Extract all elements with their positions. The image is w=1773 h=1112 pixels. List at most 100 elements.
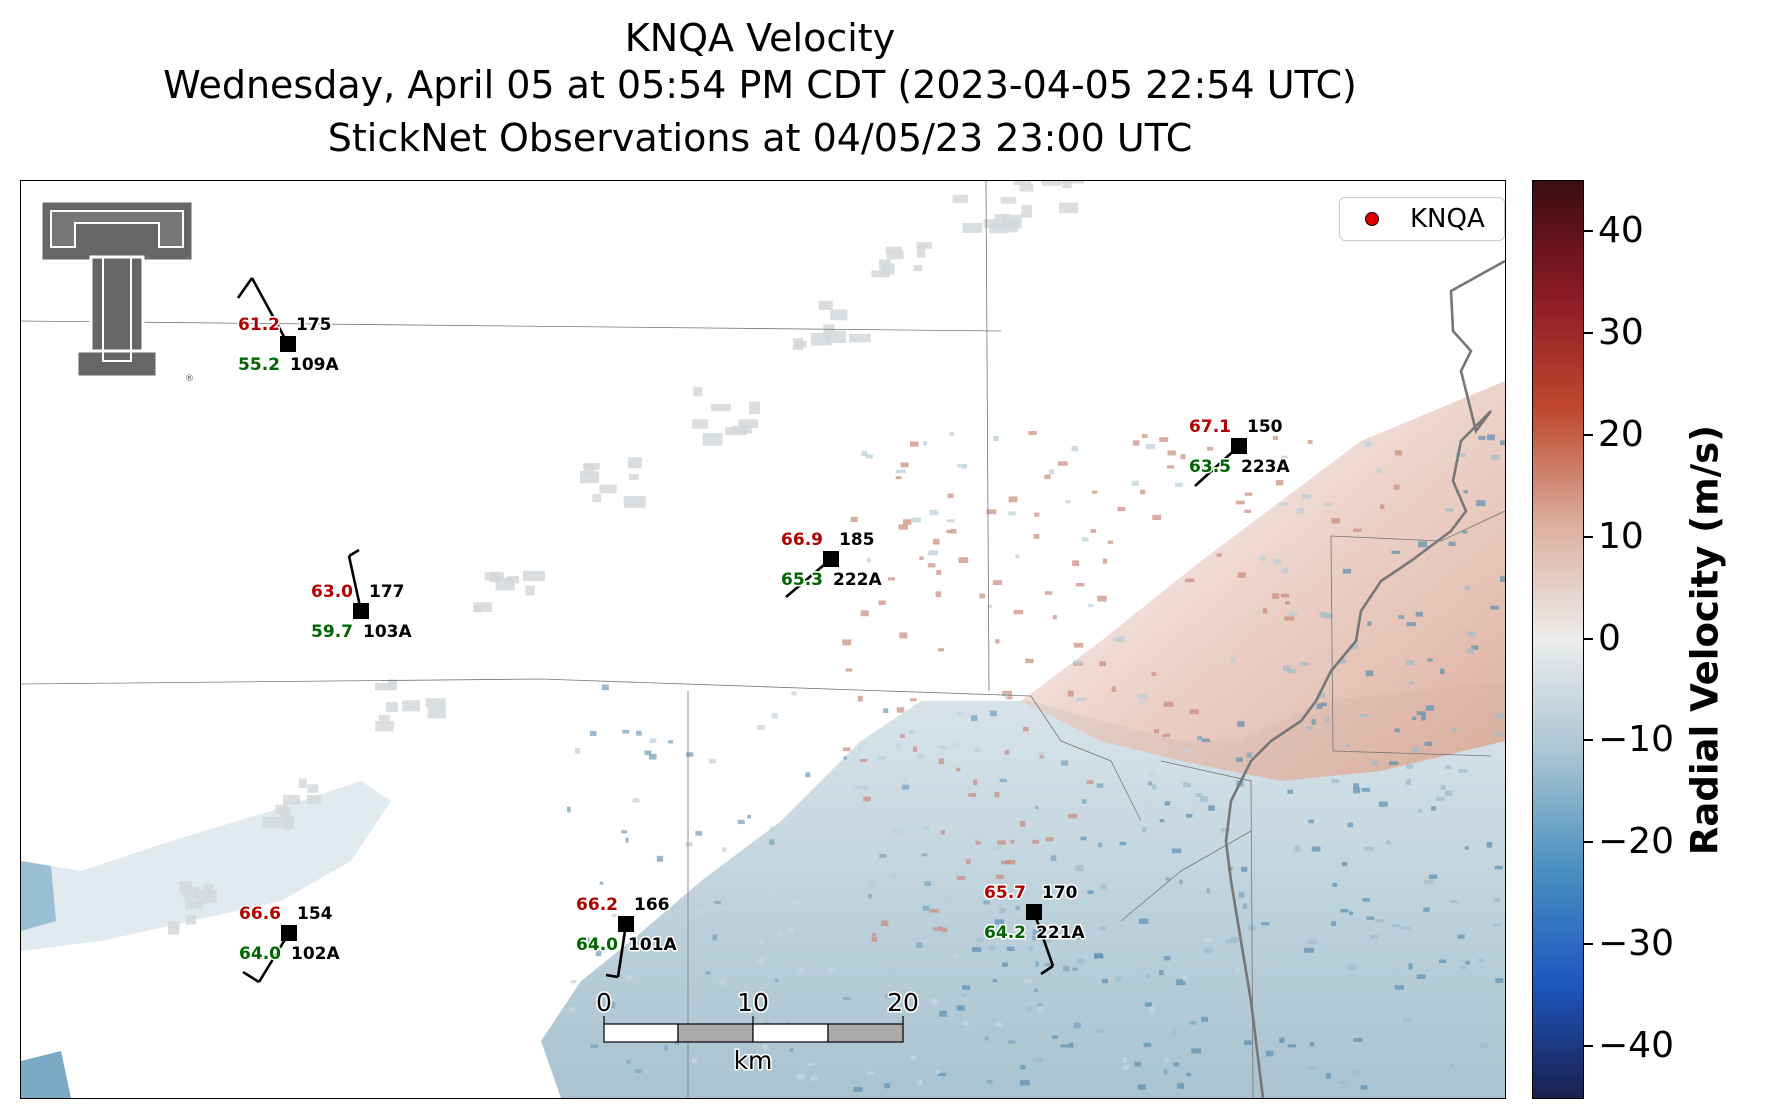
logo-stem-inner: [102, 257, 132, 362]
station-221A[interactable]: 65.7 170 64.2 221A: [983, 882, 1087, 976]
velocity-speckle: [1392, 924, 1400, 928]
velocity-speckle: [1348, 911, 1353, 915]
velocity-speckle: [1347, 822, 1354, 828]
velocity-speckle: [871, 937, 878, 942]
velocity-speckle: [1176, 979, 1186, 986]
velocity-speckle: [1022, 727, 1029, 732]
velocity-speckle: [719, 978, 726, 985]
velocity-speckle: [1366, 916, 1375, 920]
velocity-speckle: [1323, 612, 1332, 619]
velocity-speckle: [1143, 1042, 1152, 1047]
velocity-speckle: [899, 632, 908, 639]
velocity-speckle: [1033, 533, 1040, 539]
velocity-speckle: [1015, 554, 1020, 559]
station-103A[interactable]: 63.0 177 59.7 103A: [310, 548, 414, 644]
velocity-speckle: [984, 1036, 989, 1041]
radar-map[interactable]: ® 61.2 175 55.2 109A 63.0 177 59.7 103A 66.9 185 6…: [20, 180, 1506, 1099]
velocity-speckle: [833, 771, 840, 776]
wind-barb-flag: [1040, 964, 1054, 976]
velocity-speckle: [1424, 879, 1434, 884]
velocity-speckle: [884, 1083, 890, 1089]
station-223A[interactable]: 67.1 150 63.5 223A: [1188, 416, 1292, 487]
station-wind-direction: 175: [296, 315, 332, 335]
station-222A[interactable]: 66.9 185 65.3 222A: [780, 529, 884, 598]
velocity-speckle: [863, 785, 868, 791]
velocity-speckle: [826, 968, 835, 972]
velocity-speckle: [1076, 958, 1085, 964]
clear-air-streak: [952, 194, 969, 204]
velocity-speckle: [1378, 801, 1388, 807]
station-102A[interactable]: 66.6 154 64.0 102A: [238, 903, 342, 984]
velocity-speckle: [909, 1055, 916, 1060]
velocity-speckle: [1134, 1061, 1141, 1067]
velocity-speckle: [1331, 779, 1340, 784]
velocity-speckle: [997, 840, 1006, 845]
clear-air-streak: [195, 890, 217, 904]
velocity-speckle: [1476, 500, 1486, 507]
station-101A[interactable]: 66.2 166 64.0 101A: [575, 894, 679, 979]
velocity-speckle: [1197, 465, 1203, 471]
velocity-speckle: [1167, 465, 1174, 469]
velocity-speckle: [942, 897, 951, 904]
velocity-speckle: [1208, 805, 1215, 811]
velocity-speckle: [1006, 946, 1015, 951]
clear-air-streak: [818, 300, 833, 310]
velocity-speckle: [1235, 500, 1245, 505]
scale-seg-3: [752, 1023, 829, 1043]
velocity-speckle: [1189, 709, 1199, 715]
velocity-speckle: [1076, 697, 1086, 702]
station-109A[interactable]: 61.2 175 55.2 109A: [237, 277, 341, 377]
station-marker-icon: [353, 603, 369, 619]
velocity-speckle: [941, 927, 948, 933]
velocity-speckle: [1365, 670, 1374, 677]
clear-air-streak: [693, 387, 703, 397]
velocity-speckle: [854, 785, 864, 789]
colorbar-tick-label: 20: [1598, 413, 1644, 455]
colorbar-tick-label: −40: [1598, 1025, 1674, 1067]
velocity-speckle: [1033, 1058, 1039, 1063]
clear-air-streak: [710, 404, 732, 412]
velocity-speckle: [757, 957, 766, 964]
velocity-speckle: [611, 913, 617, 918]
velocity-speckle: [1019, 1079, 1030, 1086]
state-boundary: [1224, 259, 1505, 1098]
velocity-speckle: [1284, 616, 1295, 621]
velocity-speckle: [1067, 690, 1074, 697]
clear-air-streak: [523, 570, 545, 582]
colorbar-tick-label: 30: [1598, 311, 1644, 353]
velocity-speckle: [842, 639, 852, 646]
velocity-speckle: [843, 997, 851, 1001]
velocity-speckle: [996, 874, 1004, 879]
velocity-speckle: [1394, 985, 1404, 990]
velocity-speckle: [979, 593, 986, 599]
colorbar-tick-mark: [1583, 739, 1593, 742]
scale-label-10: 10: [737, 988, 769, 1017]
velocity-speckle: [1077, 934, 1085, 941]
clear-air-streak: [583, 463, 595, 475]
velocity-speckle: [1406, 622, 1416, 627]
velocity-speckle: [1304, 947, 1314, 953]
velocity-speckle: [1393, 484, 1400, 490]
colorbar-tick-label: 40: [1598, 209, 1644, 251]
velocity-speckle: [1008, 511, 1016, 516]
clear-air-streak: [1041, 181, 1062, 186]
velocity-speckle: [1238, 892, 1245, 898]
velocity-speckle: [920, 910, 930, 916]
velocity-speckle: [1425, 705, 1434, 711]
velocity-speckle: [807, 1062, 815, 1067]
colorbar-title: Radial Velocity (m/s): [1683, 424, 1727, 856]
velocity-speckle: [1411, 746, 1419, 753]
velocity-speckle: [1294, 845, 1301, 852]
velocity-speckle: [1035, 805, 1039, 810]
velocity-field-layer: [21, 381, 1505, 1098]
colorbar: [1532, 180, 1584, 1099]
velocity-speckle: [1287, 668, 1297, 674]
velocity-speckle: [761, 1044, 768, 1050]
velocity-speckle: [898, 524, 909, 530]
velocity-speckle: [1034, 512, 1040, 517]
velocity-speckle: [570, 979, 577, 984]
velocity-speckle: [923, 441, 928, 446]
velocity-speckle: [1423, 907, 1430, 912]
station-temperature: 66.9: [781, 530, 823, 550]
county-border-east-2: [1330, 535, 1492, 757]
